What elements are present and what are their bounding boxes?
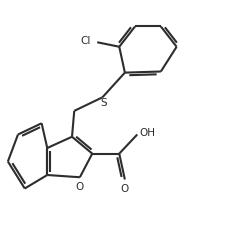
Text: O: O (76, 182, 84, 192)
Text: Cl: Cl (81, 36, 91, 46)
Text: S: S (100, 98, 107, 108)
Text: OH: OH (139, 128, 155, 138)
Text: O: O (121, 184, 129, 195)
